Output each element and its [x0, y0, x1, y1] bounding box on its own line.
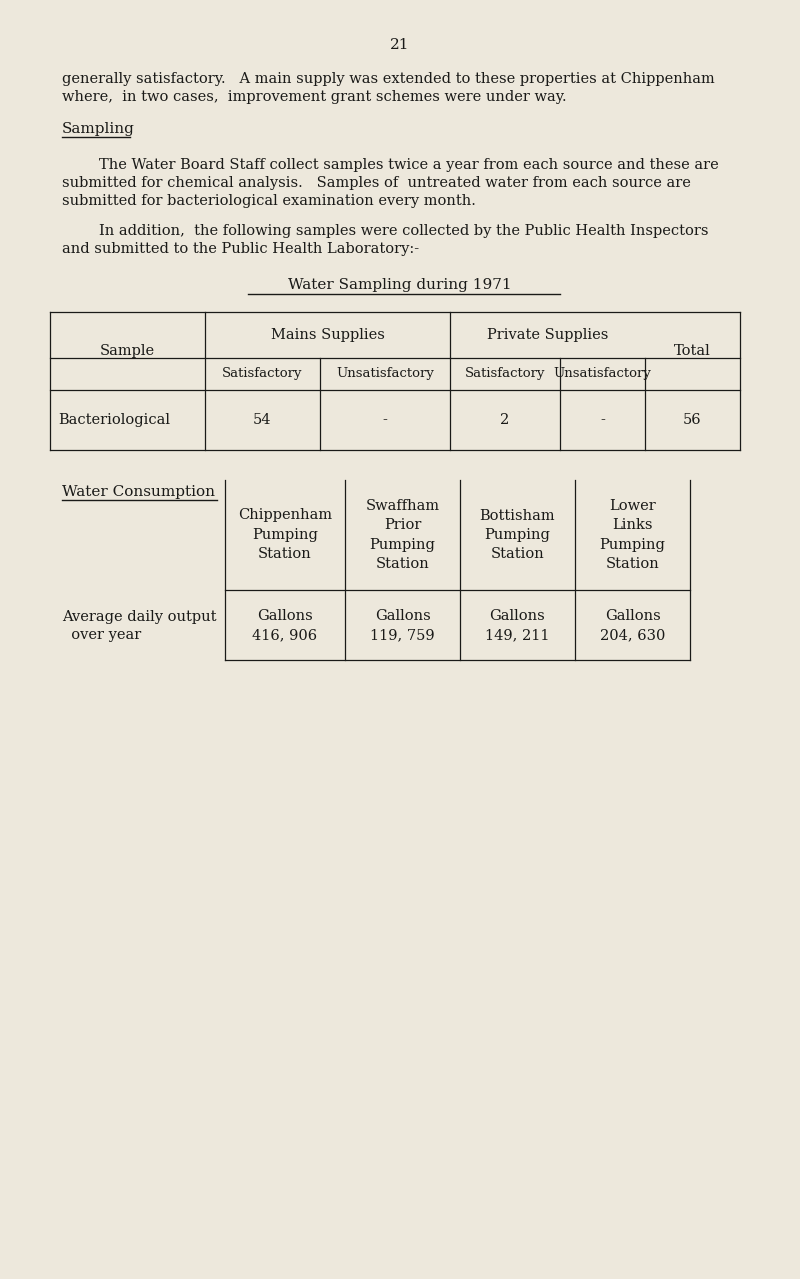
Text: -: -	[600, 413, 605, 427]
Text: Swaffham
Prior
Pumping
Station: Swaffham Prior Pumping Station	[366, 499, 439, 572]
Text: 56: 56	[683, 413, 702, 427]
Text: Private Supplies: Private Supplies	[487, 327, 608, 341]
Text: Unsatisfactory: Unsatisfactory	[554, 367, 651, 380]
Text: generally satisfactory.   A main supply was extended to these properties at Chip: generally satisfactory. A main supply wa…	[62, 72, 714, 86]
Text: Satisfactory: Satisfactory	[222, 367, 302, 380]
Text: Satisfactory: Satisfactory	[465, 367, 546, 380]
Text: Gallons: Gallons	[257, 609, 313, 623]
Text: Gallons: Gallons	[374, 609, 430, 623]
Text: Bacteriological: Bacteriological	[58, 413, 170, 427]
Text: submitted for chemical analysis.   Samples of  untreated water from each source : submitted for chemical analysis. Samples…	[62, 177, 691, 191]
Text: 204, 630: 204, 630	[600, 628, 665, 642]
Text: Total: Total	[674, 344, 711, 358]
Text: Water Sampling during 1971: Water Sampling during 1971	[288, 278, 512, 292]
Text: Sampling: Sampling	[62, 122, 135, 136]
Text: 119, 759: 119, 759	[370, 628, 435, 642]
Text: Lower
Links
Pumping
Station: Lower Links Pumping Station	[599, 499, 666, 572]
Text: Mains Supplies: Mains Supplies	[270, 327, 385, 341]
Text: 54: 54	[254, 413, 272, 427]
Text: -: -	[382, 413, 387, 427]
Text: Gallons: Gallons	[490, 609, 546, 623]
Text: In addition,  the following samples were collected by the Public Health Inspecto: In addition, the following samples were …	[62, 224, 709, 238]
Text: and submitted to the Public Health Laboratory:-: and submitted to the Public Health Labor…	[62, 242, 419, 256]
Text: 21: 21	[390, 38, 410, 52]
Text: 416, 906: 416, 906	[253, 628, 318, 642]
Text: The Water Board Staff collect samples twice a year from each source and these ar: The Water Board Staff collect samples tw…	[62, 159, 718, 171]
Text: 149, 211: 149, 211	[486, 628, 550, 642]
Text: 2: 2	[500, 413, 510, 427]
Text: where,  in two cases,  improvement grant schemes were under way.: where, in two cases, improvement grant s…	[62, 90, 566, 104]
Text: Chippenham
Pumping
Station: Chippenham Pumping Station	[238, 509, 332, 561]
Text: Water Consumption: Water Consumption	[62, 485, 215, 499]
Text: Sample: Sample	[100, 344, 155, 358]
Text: over year: over year	[62, 628, 142, 642]
Text: Bottisham
Pumping
Station: Bottisham Pumping Station	[480, 509, 555, 561]
Text: Unsatisfactory: Unsatisfactory	[336, 367, 434, 380]
Text: submitted for bacteriological examination every month.: submitted for bacteriological examinatio…	[62, 194, 476, 208]
Text: Average daily output: Average daily output	[62, 610, 217, 624]
Text: Gallons: Gallons	[605, 609, 660, 623]
